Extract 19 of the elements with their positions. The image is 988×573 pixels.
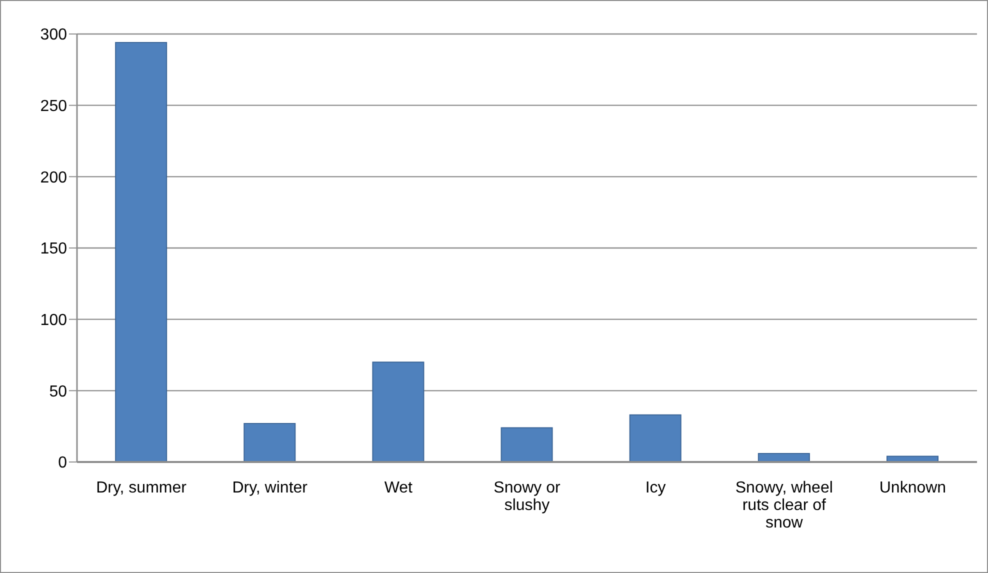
x-tick-label: Dry, summer [96,479,188,496]
y-tick-label: 100 [40,312,68,330]
bar [629,414,682,462]
y-tick-label: 200 [40,169,68,186]
x-tick-label: Unknown [879,479,946,496]
x-tick-label: Dry, winter [232,479,308,496]
y-tick-label: 50 [49,383,68,400]
bar [115,42,168,462]
x-tick-label: Icy [645,479,666,496]
y-tick-label: 150 [40,240,68,258]
bar [244,422,296,462]
x-tick-label: Wet [384,479,414,496]
bar [372,362,424,462]
y-tick-label: 0 [58,454,68,472]
y-tick-label: 250 [40,98,68,116]
x-tick-label: Snowy or slushy [494,479,562,514]
x-tick-label: Snowy, wheel ruts clear of snow [735,479,833,532]
y-tick-label: 300 [40,26,68,44]
bar [500,427,553,462]
